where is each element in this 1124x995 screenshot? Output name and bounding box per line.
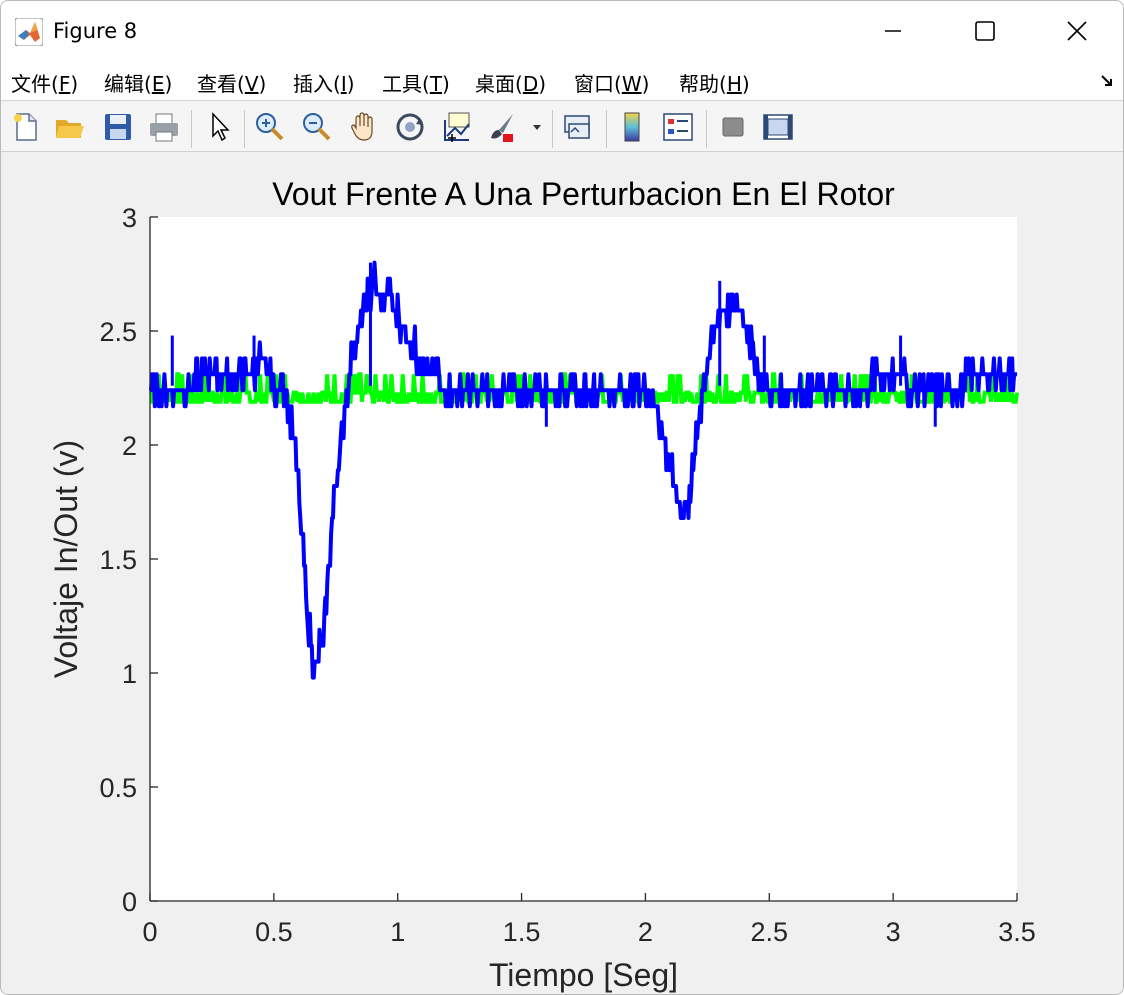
window-title: Figure 8 xyxy=(53,19,138,43)
colorbar-icon[interactable] xyxy=(615,110,649,144)
brush-dropdown-icon[interactable] xyxy=(529,110,545,144)
close-button[interactable] xyxy=(1031,1,1123,61)
series-layer xyxy=(149,260,1019,680)
y-tick-label: 3 xyxy=(122,203,137,233)
x-tick-label: 1.5 xyxy=(503,917,541,947)
menu-file[interactable]: 文件(F) xyxy=(11,72,79,96)
y-tick-label: 1.5 xyxy=(99,545,137,575)
y-tick-label: 0.5 xyxy=(99,773,137,803)
series-vout-line xyxy=(149,260,1018,680)
toolbar-separator xyxy=(552,110,553,148)
y-tick-label: 0 xyxy=(122,887,137,917)
x-axis-label: Tiempo [Seg] xyxy=(489,957,678,993)
line-chart[interactable]: 0 0.5 1 1.5 2 2.5 3 3.5 0 0.5 1 1.5 2 2.5 3 Vout Frent… xyxy=(1,153,1124,995)
menu-window[interactable]: 窗口(W) xyxy=(574,72,650,96)
toolbar-separator xyxy=(191,110,192,148)
menu-bar: 文件(F) 编辑(E) 查看(V) 插入(I) 工具(T) 桌面(D) 窗口(W… xyxy=(1,61,1123,101)
x-tick-label: 1 xyxy=(390,917,405,947)
axes-layer: 0 0.5 1 1.5 2 2.5 3 3.5 0 0.5 1 1.5 2 2.5 3 xyxy=(99,203,1035,947)
maximize-icon xyxy=(975,21,995,41)
x-tick-label: 2 xyxy=(638,917,653,947)
save-icon[interactable] xyxy=(101,110,135,144)
legend-icon[interactable] xyxy=(661,110,695,144)
chart-title: Vout Frente A Una Perturbacion En El Rot… xyxy=(272,176,895,212)
show-plot-tools-icon[interactable] xyxy=(761,110,795,144)
minimize-icon xyxy=(885,30,901,32)
open-folder-icon[interactable] xyxy=(53,110,87,144)
maximize-button[interactable] xyxy=(939,1,1031,61)
x-tick-label: 3 xyxy=(886,917,901,947)
menu-help[interactable]: 帮助(H) xyxy=(679,72,750,96)
toolbar-separator xyxy=(244,110,245,148)
menu-tools[interactable]: 工具(T) xyxy=(382,72,450,96)
new-file-icon[interactable] xyxy=(9,110,43,144)
axes-background xyxy=(150,217,1017,901)
toolbar-separator xyxy=(706,110,707,148)
y-axis-label: Voltaje In/Out (v) xyxy=(48,440,84,678)
x-tick-label: 3.5 xyxy=(998,917,1036,947)
y-tick-label: 2.5 xyxy=(99,317,137,347)
brush-icon[interactable] xyxy=(485,110,519,144)
y-tick-label: 2 xyxy=(122,431,137,461)
menu-insert[interactable]: 插入(I) xyxy=(293,72,355,96)
x-tick-label: 2.5 xyxy=(751,917,789,947)
matlab-logo-icon xyxy=(15,18,43,46)
menu-view[interactable]: 查看(V) xyxy=(197,72,267,96)
pointer-icon[interactable] xyxy=(203,110,237,144)
print-icon[interactable] xyxy=(147,110,181,144)
figure-canvas: 0 0.5 1 1.5 2 2.5 3 3.5 0 0.5 1 1.5 2 2.5 3 Vout Frent… xyxy=(1,153,1124,995)
toolbar-separator xyxy=(606,110,607,148)
link-plot-icon[interactable] xyxy=(561,110,595,144)
close-icon xyxy=(1067,21,1087,41)
data-tips-icon[interactable] xyxy=(439,110,473,144)
minimize-button[interactable] xyxy=(847,1,939,61)
menu-edit[interactable]: 编辑(E) xyxy=(104,72,173,96)
x-tick-label: 0 xyxy=(142,917,157,947)
hide-plot-tools-icon[interactable] xyxy=(716,110,750,144)
title-bar: Figure 8 xyxy=(1,1,1123,61)
toolbar xyxy=(1,102,1123,152)
zoom-out-icon[interactable] xyxy=(300,110,334,144)
pan-hand-icon[interactable] xyxy=(347,110,381,144)
dock-arrow-icon[interactable] xyxy=(1099,73,1115,89)
zoom-in-icon[interactable] xyxy=(253,110,287,144)
x-tick-label: 0.5 xyxy=(255,917,293,947)
menu-desktop[interactable]: 桌面(D) xyxy=(475,72,547,96)
rotate-3d-icon[interactable] xyxy=(393,110,427,144)
y-tick-label: 1 xyxy=(122,659,137,689)
